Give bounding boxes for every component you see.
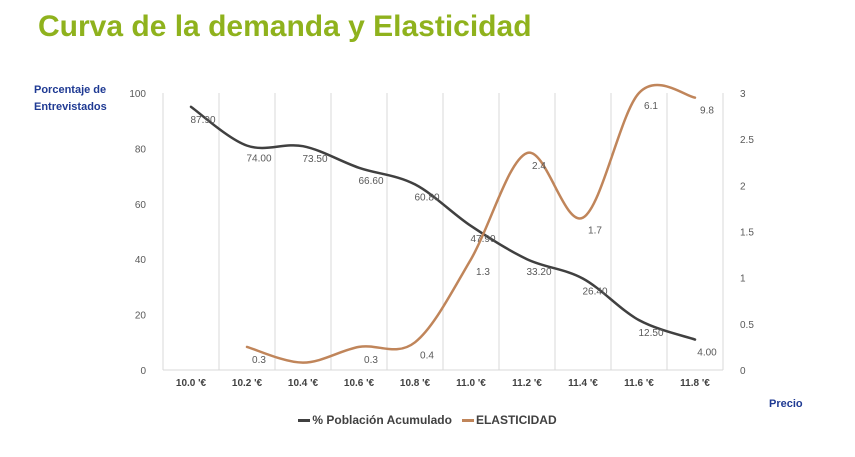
elasticidad-data-label: 0.3: [364, 355, 378, 366]
legend-swatch: [461, 418, 474, 422]
poblacion-data-label: 33.20: [526, 267, 551, 278]
x-tick-label: 11.6 '€: [624, 378, 654, 389]
x-tick-label: 10.6 '€: [344, 378, 375, 389]
poblacion-data-label: 26.40: [582, 287, 607, 298]
x-tick-label: 11.4 '€: [568, 378, 598, 389]
y2-tick-label: 2.5: [740, 135, 754, 146]
elasticidad-data-label: 9.8: [700, 106, 714, 117]
legend-label: % Población Acumulado: [312, 413, 452, 427]
elasticidad-data-label: 2.4: [532, 161, 546, 172]
x-tick-label: 11.0 '€: [456, 378, 486, 389]
y-tick-label: 100: [129, 89, 146, 100]
poblacion-data-label: 47.90: [470, 234, 495, 245]
y2-tick-label: 0: [740, 366, 746, 377]
y2-tick-label: 1: [740, 274, 746, 285]
x-tick-label: 10.4 '€: [288, 378, 319, 389]
elasticidad-data-label: 1.3: [476, 267, 490, 278]
elasticidad-data-label: 0.3: [252, 355, 266, 366]
legend-label: ELASTICIDAD: [475, 413, 557, 427]
poblacion-data-label: 12.50: [638, 328, 663, 339]
x-axis-title: Precio: [769, 398, 803, 410]
x-tick-label: 10.0 '€: [176, 378, 207, 389]
y2-tick-label: 3: [740, 89, 746, 100]
y-axis-title: Porcentaje de Entrevistados: [34, 84, 107, 113]
chart-plot: 0 20 40 60 80 100 0 0.5 1 1.5 2 2.5 3 10.0 '€ 10.2 '€ 1…: [129, 83, 754, 389]
y-tick-label: 60: [135, 200, 147, 211]
x-tick-label: 11.2 '€: [512, 378, 542, 389]
elasticidad-data-label: 0.4: [420, 350, 434, 361]
y-tick-label: 80: [135, 144, 147, 155]
poblacion-data-label: 4.00: [697, 348, 717, 359]
y2-tick-label: 0.5: [740, 320, 754, 331]
page-title: Curva de la demanda y Elasticidad: [38, 10, 532, 43]
y-tick-label: 0: [140, 366, 146, 377]
legend-item: ELASTICIDAD: [461, 413, 557, 427]
elasticidad-data-label: 6.1: [644, 101, 658, 112]
elasticidad-line: [245, 83, 697, 364]
y-tick-label: 20: [135, 311, 147, 322]
x-tick-label: 10.2 '€: [232, 378, 263, 389]
poblacion-line: [189, 105, 697, 341]
x-tick-label: 10.8 '€: [400, 378, 431, 389]
chart-legend: % Población Acumulado ELASTICIDAD: [0, 413, 855, 427]
poblacion-data-label: 66.60: [358, 176, 383, 187]
poblacion-data-label: 73.50: [302, 154, 327, 165]
y-tick-label: 40: [135, 255, 147, 266]
poblacion-data-label: 87.90: [190, 115, 215, 126]
y2-tick-label: 1.5: [740, 228, 754, 239]
legend-item: % Población Acumulado: [298, 413, 452, 427]
poblacion-data-label: 60.80: [414, 192, 439, 203]
y2-tick-label: 2: [740, 181, 746, 192]
x-tick-label: 11.8 '€: [680, 378, 710, 389]
poblacion-data-label: 74.00: [246, 154, 271, 165]
elasticidad-data-label: 1.7: [588, 226, 602, 237]
legend-swatch: [298, 418, 311, 422]
